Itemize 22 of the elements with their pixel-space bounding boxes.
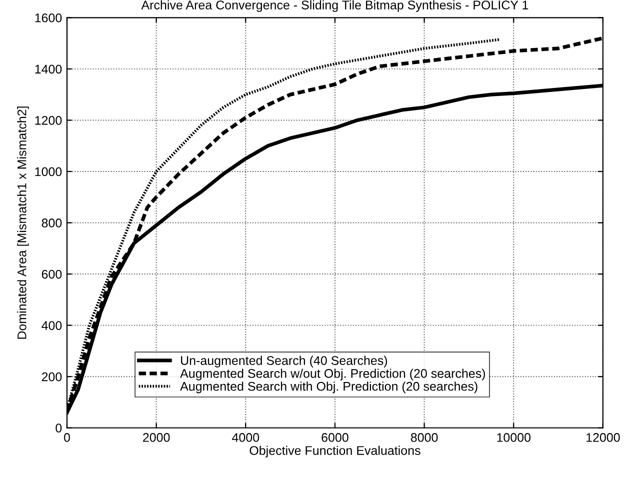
y-axis-title: Dominated Area [Mismatch1 x Mismatch2] — [17, 106, 29, 339]
x-tick-label: 4000 — [232, 433, 260, 442]
x-tick-label: 6000 — [322, 433, 348, 442]
x-tick-label: 0 — [64, 433, 70, 442]
y-tick-label: 1200 — [35, 116, 62, 125]
y-tick-label: 200 — [42, 372, 62, 382]
y-tick-label: 1400 — [35, 64, 62, 74]
y-tick-label: 600 — [42, 270, 62, 279]
y-tick-label: 0 — [56, 424, 62, 433]
legend-label: Un-augmented Search (40 Searches) — [181, 356, 388, 368]
legend-label: Augmented Search w/out Obj. Prediction (20 searches) — [180, 368, 485, 380]
x-tick-label: 8000 — [410, 433, 438, 442]
x-tick-label: 12000 — [586, 433, 620, 442]
y-tick-label: 1600 — [35, 13, 62, 22]
y-tick-label: 400 — [42, 321, 62, 330]
y-tick-label: 800 — [42, 218, 62, 228]
x-tick-label: 10000 — [497, 433, 530, 442]
y-tick-label: 1000 — [35, 167, 62, 176]
chart-title: Archive Area Convergence - Sliding Tile Bitmap Synthesis - POLICY 1 — [141, 0, 528, 12]
x-tick-label: 2000 — [143, 433, 170, 442]
legend-label: Augmented Search with Obj. Prediction (20 searches) — [180, 382, 478, 394]
x-axis-title: Objective Function Evaluations — [250, 446, 420, 458]
